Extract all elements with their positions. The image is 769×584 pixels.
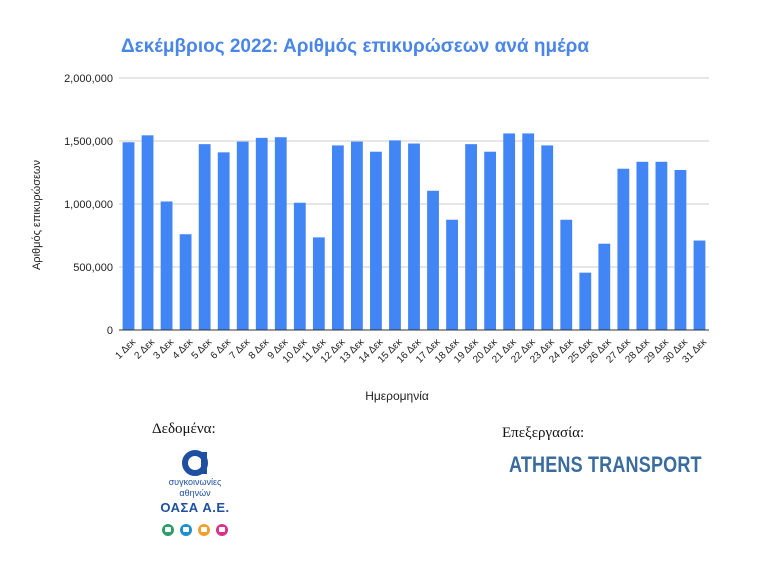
bar — [579, 272, 592, 330]
x-tick-label: 2 Δεκ — [132, 336, 157, 361]
y-tick-label: 0 — [107, 325, 113, 337]
data-source-label: Δεδομένα: — [152, 421, 216, 437]
bus-mode-icon-glyph — [183, 527, 189, 532]
y-axis-label: Αριθμός επικυρώσεων — [31, 159, 43, 270]
metro-mode-icon-glyph — [165, 527, 171, 532]
bar — [617, 168, 630, 330]
oasa-tagline-1: συγκοινωνίες — [168, 477, 222, 487]
processing-label: Επεξεργασία: — [502, 425, 585, 441]
bar — [255, 137, 268, 330]
y-axis-ticks: 0 500,000 1,000,000 1,500,000 2,000,000 — [64, 73, 113, 337]
bar — [274, 137, 287, 330]
bar — [427, 190, 439, 330]
bar — [598, 243, 611, 330]
bar — [541, 145, 554, 330]
bar — [484, 151, 497, 330]
bar — [408, 143, 420, 330]
y-tick-label: 1,500,000 — [64, 136, 113, 148]
bar — [179, 234, 192, 330]
bar — [217, 152, 230, 330]
bar — [522, 133, 535, 330]
x-axis-label: Ημερομηνία — [365, 389, 429, 403]
x-tick-label: 8 Δεκ — [247, 336, 272, 361]
x-tick-label: 5 Δεκ — [190, 336, 215, 361]
bars — [122, 133, 706, 330]
tram-mode-icon-glyph — [219, 527, 225, 532]
x-tick-label: 1 Δεκ — [113, 336, 138, 361]
trolley-mode-icon-glyph — [201, 527, 207, 532]
chart-title: Δεκέμβριος 2022: Αριθμός επικυρώσεων ανά… — [121, 36, 590, 57]
y-tick-label: 1,000,000 — [64, 199, 113, 211]
y-tick-label: 2,000,000 — [64, 73, 113, 85]
bar — [293, 202, 306, 330]
bar — [636, 161, 649, 330]
bar — [560, 219, 573, 330]
bar — [465, 144, 477, 330]
bar — [122, 142, 135, 330]
oasa-tagline-2: αθηνών — [179, 488, 211, 498]
bar — [370, 151, 382, 330]
bar — [655, 161, 668, 330]
bar — [693, 240, 706, 330]
y-tick-label: 500,000 — [73, 262, 113, 274]
bar — [236, 141, 249, 330]
bar — [331, 145, 344, 330]
x-tick-label: 4 Δεκ — [171, 336, 196, 361]
oasa-alpha-logo-icon — [162, 450, 228, 536]
oasa-name: ΟΑΣΑ Α.Ε. — [160, 500, 230, 515]
x-tick-label: 6 Δεκ — [209, 336, 234, 361]
bar — [389, 140, 401, 330]
bar — [198, 144, 211, 330]
bar — [312, 237, 325, 330]
bar — [160, 201, 173, 330]
bar — [446, 219, 458, 330]
bar — [503, 133, 516, 330]
athens-transport-wordmark: ATHENS TRANSPORT — [509, 452, 702, 477]
bar — [674, 169, 687, 330]
bar — [141, 135, 154, 330]
bar — [351, 141, 363, 330]
x-tick-label: 7 Δεκ — [228, 336, 253, 361]
x-tick-label: 3 Δεκ — [152, 336, 177, 361]
